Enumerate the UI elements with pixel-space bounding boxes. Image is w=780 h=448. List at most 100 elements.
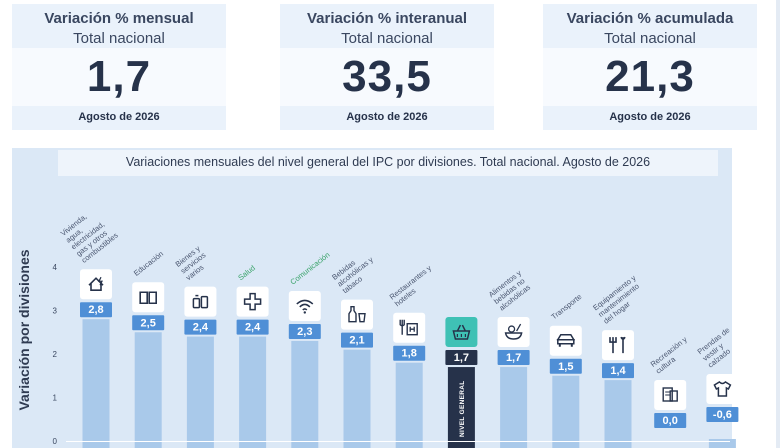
kpi-date: Agosto de 2026 [346, 111, 428, 123]
category-label-bienes-y-servicios-varios: Bienes yserviciosvarios [174, 244, 213, 283]
kpi-card-monthly: Variación % mensual Total nacional 1,7 A… [12, 4, 226, 130]
media-icon [662, 387, 678, 402]
value-label-nivel-general: 1,7 [454, 352, 469, 364]
book-icon [139, 291, 157, 305]
value-label-equipamiento-y-mantenimiento-del-hogar: 1,4 [610, 365, 626, 377]
value-badge [184, 319, 217, 335]
value-badge [706, 407, 739, 422]
chart-title: Variaciones mensuales del nivel general … [125, 155, 651, 169]
icon-box [341, 299, 373, 330]
kpi-date: Agosto de 2026 [78, 111, 160, 123]
kpi-subtitle: Total nacional [604, 30, 696, 47]
bottles-icon [192, 294, 209, 309]
category-label-vivienda-agua-electricidad-gas-y-otros-combustibles: Vivienda,agua,electricidad,gas y otrosco… [59, 204, 120, 265]
icon-box [549, 325, 582, 356]
house-icon [88, 276, 104, 292]
value-badge [132, 315, 165, 331]
icon-box [184, 286, 217, 317]
kpi-card-yearly: Variación % interanual Total nacional 33… [280, 4, 494, 130]
value-label-transporte: 1,5 [558, 361, 573, 373]
bar-comunicaci-n [291, 340, 319, 448]
icon-box [236, 286, 269, 317]
value-label-restaurantes-y-hoteles: 1,8 [402, 348, 417, 360]
category-label-restaurantes-y-hoteles: Restaurantes yhoteles [388, 263, 439, 308]
category-label-educaci-n: Educación [132, 249, 165, 278]
value-label-vivienda-agua-electricidad-gas-y-otros-combustibles: 2,8 [88, 304, 103, 316]
value-badge [602, 363, 634, 379]
bottle-glass-icon [348, 305, 366, 323]
bar-prendas-de-vestir-y-calzado [708, 439, 736, 448]
y-tick-label: 1 [53, 394, 58, 403]
category-label-alimentos-y-bebidas-no-alcoh-licas: Alimentos ybebidas noalcohólicas [487, 268, 534, 313]
bar-educaci-n [134, 332, 162, 448]
value-label-bienes-y-servicios-varios: 2,4 [193, 322, 209, 334]
kpi-title: Variación % interanual [306, 10, 468, 27]
icon-box [288, 290, 321, 321]
icon-box [80, 269, 112, 300]
fork-knife-hotel-icon [399, 319, 418, 336]
value-label-bebidas-alcoh-licas-y-tabaco: 2,1 [349, 335, 364, 347]
y-tick-label: 2 [53, 350, 58, 359]
food-bowl-icon [504, 323, 523, 340]
tools-icon [609, 336, 626, 354]
value-label-salud: 2,4 [245, 322, 261, 334]
bar-equipamiento-y-mantenimiento-del-hogar [604, 380, 632, 448]
category-label-comunicaci-n: Comunicación [288, 250, 331, 286]
value-label-recreaci-n-y-cultura: 0,0 [663, 415, 678, 427]
bar-alimentos-y-bebidas-no-alcoh-licas [500, 367, 528, 448]
icon-box [602, 330, 634, 361]
value-label-comunicaci-n: 2,3 [297, 326, 312, 338]
category-label-prendas-de-vestir-y-calzado: Prendas devestir ycalzado [696, 325, 742, 369]
value-badge [654, 413, 687, 428]
kpi-subtitle: Total nacional [73, 30, 165, 47]
category-label-transporte: Transporte [549, 292, 583, 321]
category-label-salud: Salud [236, 263, 257, 282]
value-badge [445, 350, 478, 366]
health-cross-icon [243, 292, 262, 311]
kpi-value: 21,3 [605, 52, 695, 101]
y-tick-label: 3 [53, 307, 58, 316]
car-icon [556, 334, 575, 347]
value-badge [393, 345, 426, 361]
icon-box [393, 312, 426, 343]
icon-box [132, 282, 165, 313]
kpi-title: Variación % mensual [44, 10, 194, 27]
kpi-value-band [280, 48, 494, 106]
y-tick-label: 4 [53, 263, 58, 272]
value-label-alimentos-y-bebidas-no-alcoh-licas: 1,7 [506, 352, 521, 364]
icon-box [706, 374, 739, 404]
kpi-title: Variación % acumulada [566, 10, 734, 27]
bar-nivel-general [447, 367, 475, 448]
tshirt-icon [713, 381, 732, 397]
kpi-value-band [543, 48, 757, 106]
basket-icon [452, 324, 471, 340]
bar-restaurantes-y-hoteles [395, 362, 423, 448]
bar-inner-label: NIVEL GENERAL [459, 380, 466, 437]
kpi-card-accumulated: Variación % acumulada Total nacional 21,… [543, 4, 757, 130]
kpi-value-band [12, 48, 226, 106]
kpi-value: 1,7 [86, 52, 152, 101]
value-badge [549, 358, 582, 374]
value-badge [341, 332, 373, 348]
bar-salud [239, 336, 267, 448]
kpi-value: 33,5 [342, 52, 432, 101]
bar-bienes-y-servicios-varios [186, 336, 214, 448]
wifi-icon [296, 299, 314, 314]
value-badge [236, 319, 269, 335]
kpi-subtitle: Total nacional [341, 30, 433, 47]
value-badge [80, 302, 112, 318]
value-badge [288, 323, 321, 339]
icon-box [445, 317, 478, 348]
chart-title-box: Variaciones mensuales del nivel general … [58, 150, 718, 176]
category-label-recreaci-n-y-cultura: Recreación ycultura [649, 335, 694, 376]
value-badge [497, 350, 530, 366]
y-tick-label: 0 [53, 437, 58, 446]
category-label-equipamiento-y-mantenimiento-del-hogar: Equipamiento ymantenimientodel hogar [591, 273, 648, 325]
category-label-bebidas-alcoh-licas-y-tabaco: Bebidasalcohólicas ytabaco [330, 248, 380, 295]
kpi-date: Agosto de 2026 [609, 111, 691, 123]
page-edge [776, 0, 780, 448]
bar-vivienda-agua-electricidad-gas-y-otros-combustibles [82, 319, 110, 448]
bar-bebidas-alcoh-licas-y-tabaco [343, 349, 371, 448]
value-label-prendas-de-vestir-y-calzado: -0,6 [713, 409, 732, 421]
